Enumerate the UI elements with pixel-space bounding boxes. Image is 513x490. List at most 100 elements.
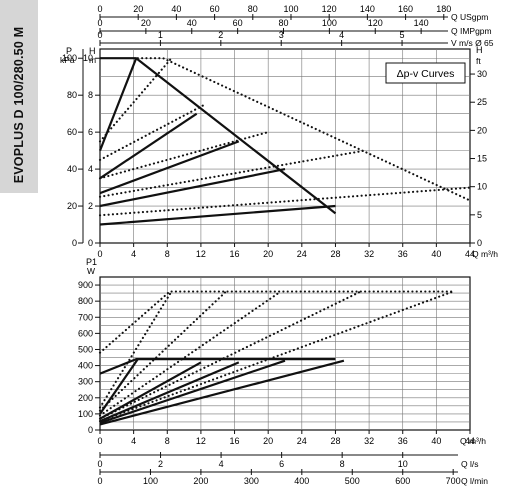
head-axis-unit: m — [89, 55, 96, 65]
bottom-axis-tick-label: 2 — [158, 459, 163, 469]
flow-tick-label: 36 — [398, 249, 408, 259]
power-tick-label: 600 — [78, 328, 93, 338]
top-axis-tick-label: 140 — [414, 18, 429, 28]
flow-tick-label: 4 — [131, 436, 136, 446]
top-axis-tick-label: 160 — [398, 4, 413, 14]
head-m-tick-label: 4 — [88, 164, 93, 174]
flow-tick-label: 8 — [165, 436, 170, 446]
power-curve-solid-8 — [99, 359, 286, 424]
flow-tick-label: 44 — [465, 436, 475, 446]
top-axis-tick-label: 4 — [339, 30, 344, 40]
top-axis-tick-label: 60 — [210, 4, 220, 14]
pressure-tick-label: 40 — [67, 164, 77, 174]
power-curve-dotted-3 — [98, 290, 173, 409]
flow-tick-label: 16 — [230, 436, 240, 446]
top-axis-tick-label: 40 — [187, 18, 197, 28]
ft-axis-unit: ft — [476, 56, 481, 66]
top-axis-tick-label: 80 — [248, 4, 258, 14]
ft-tick-label: 0 — [477, 238, 482, 248]
power-tick-label: 300 — [78, 377, 93, 387]
top-axis-tick-label: 180 — [436, 4, 451, 14]
power-tick-label: 900 — [78, 280, 93, 290]
bottom-axis-tick-label: 400 — [294, 476, 309, 486]
pressure-tick-label: 100 — [62, 53, 77, 63]
power-axis-unit: W — [87, 266, 95, 276]
power-tick-label: 400 — [78, 361, 93, 371]
flow-tick-label: 44 — [465, 249, 475, 259]
top-axis-tick-label: 100 — [283, 4, 298, 14]
top-axis-tick-label: 40 — [171, 4, 181, 14]
pressure-axis-title: P — [66, 46, 72, 56]
top-axis-tick-label: 1 — [158, 30, 163, 40]
head-curve-solid-6 — [99, 140, 240, 195]
flow-tick-label: 32 — [364, 436, 374, 446]
top-axis-title: Q IMPgpm — [451, 26, 492, 36]
top-axis-tick-label: 80 — [278, 18, 288, 28]
flow-tick-label: 0 — [97, 436, 102, 446]
bottom-axis-title: Q l/s — [461, 459, 478, 469]
top-axis-tick-label: 0 — [97, 4, 102, 14]
head-curve-dotted-3 — [98, 57, 173, 143]
ft-tick-label: 15 — [477, 154, 487, 164]
pressure-tick-label: 80 — [67, 90, 77, 100]
flow-axis-title: Q m³/h — [460, 436, 486, 446]
pressure-axis-unit: kPa — [60, 55, 75, 65]
flow-tick-label: 20 — [263, 249, 273, 259]
bottom-axis-tick-label: 700 — [446, 476, 461, 486]
flow-tick-label: 24 — [297, 249, 307, 259]
top-axis-tick-label: 20 — [141, 18, 151, 28]
bottom-axis-tick-label: 6 — [279, 459, 284, 469]
flow-tick-label: 8 — [165, 249, 170, 259]
head-m-tick-label: 2 — [88, 201, 93, 211]
head-curve-solid-4 — [99, 112, 198, 180]
flow-tick-label: 40 — [431, 249, 441, 259]
pressure-tick-label: 60 — [67, 127, 77, 137]
top-axis-tick-label: 20 — [133, 4, 143, 14]
top-axis-tick-label: 3 — [279, 30, 284, 40]
power-curve-solid-4 — [99, 361, 202, 420]
head-curve-solid-10 — [99, 204, 336, 226]
flow-tick-label: 28 — [330, 249, 340, 259]
bottom-axis-tick-label: 0 — [97, 476, 102, 486]
model-label-tab — [0, 0, 38, 193]
top-axis-tick-label: 2 — [218, 30, 223, 40]
flow-axis-title: Q m³/h — [472, 249, 498, 259]
top-axis-tick-label: 0 — [97, 30, 102, 40]
top-axis-tick-label: 5 — [400, 30, 405, 40]
head-curve-dotted-1 — [136, 57, 472, 202]
pressure-tick-label: 0 — [72, 238, 77, 248]
head-axis-title: H — [89, 46, 96, 56]
head-curve-solid-2 — [98, 57, 138, 152]
ft-tick-label: 5 — [477, 210, 482, 220]
bottom-axis-tick-label: 600 — [395, 476, 410, 486]
bottom-axis-tick-label: 100 — [143, 476, 158, 486]
top-axis-tick-label: 0 — [97, 18, 102, 28]
curve-type-label: Δp-v Curves — [397, 68, 455, 80]
top-axis-tick-label: 120 — [322, 4, 337, 14]
power-tick-label: 800 — [78, 296, 93, 306]
head-m-tick-label: 8 — [88, 90, 93, 100]
power-curve-dotted-1 — [98, 290, 455, 354]
power-curve-solid-10 — [99, 359, 345, 426]
ft-tick-label: 20 — [477, 125, 487, 135]
power-curve-dotted-9 — [98, 290, 362, 420]
ft-tick-label: 30 — [477, 69, 487, 79]
head-curve-dotted-7 — [98, 131, 270, 180]
head-curve-solid-0 — [100, 57, 337, 215]
pressure-tick-label: 20 — [67, 201, 77, 211]
power-axis-title: P1 — [86, 257, 97, 267]
bottom-axis-tick-label: 200 — [193, 476, 208, 486]
flow-tick-label: 0 — [97, 249, 102, 259]
ft-axis-title: H — [476, 45, 483, 55]
power-curve-dotted-7 — [98, 290, 282, 417]
bottom-axis-tick-label: 0 — [97, 459, 102, 469]
head-m-tick-label: 0 — [88, 238, 93, 248]
flow-tick-label: 24 — [297, 436, 307, 446]
plot-frame-top — [99, 48, 471, 244]
flow-tick-label: 36 — [398, 436, 408, 446]
top-axis-title: V m/s Ø 65 — [451, 38, 494, 48]
power-tick-label: 500 — [78, 344, 93, 354]
bottom-axis-tick-label: 4 — [219, 459, 224, 469]
power-tick-label: 0 — [88, 425, 93, 435]
